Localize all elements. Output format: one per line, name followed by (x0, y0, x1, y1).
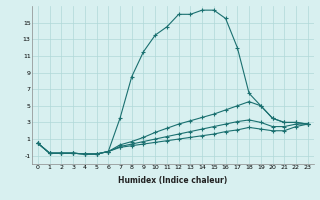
X-axis label: Humidex (Indice chaleur): Humidex (Indice chaleur) (118, 176, 228, 185)
